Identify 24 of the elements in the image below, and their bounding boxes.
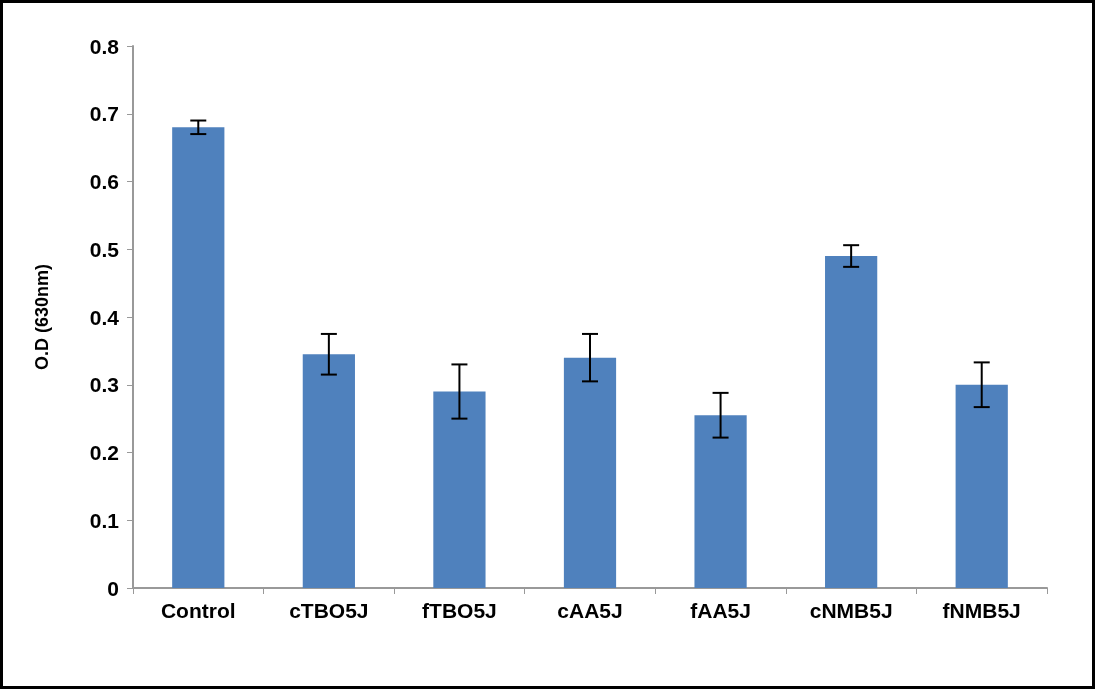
y-tick-label: 0.2 — [89, 441, 119, 464]
y-tick-label: 0.1 — [89, 508, 120, 532]
bar — [563, 357, 617, 588]
x-tick-label: cAA5J — [557, 599, 623, 622]
x-tick-label: cNMB5J — [809, 599, 893, 622]
y-tick-label: 0.7 — [89, 102, 119, 126]
y-axis-title: O.D (630nm) — [32, 263, 52, 371]
x-tick-label: fNMB5J — [942, 599, 1021, 622]
x-tick-label: cTBO5J — [289, 599, 369, 622]
x-tick-label: fTBO5J — [422, 599, 497, 622]
y-tick-label: 0.6 — [89, 170, 119, 193]
bar — [694, 415, 747, 588]
bar — [172, 127, 225, 588]
bar — [955, 384, 1008, 588]
bar — [302, 354, 355, 588]
y-tick-label: 0.4 — [89, 305, 120, 329]
x-tick-label: Control — [160, 599, 236, 622]
bar — [825, 256, 878, 588]
y-tick-label: 0 — [107, 576, 119, 600]
y-tick-label: 0.5 — [89, 237, 120, 261]
x-tick-label: fAA5J — [690, 599, 751, 622]
y-tick-label: 0.3 — [89, 373, 119, 397]
y-tick-label: 0.8 — [89, 34, 120, 58]
bar — [433, 391, 486, 588]
